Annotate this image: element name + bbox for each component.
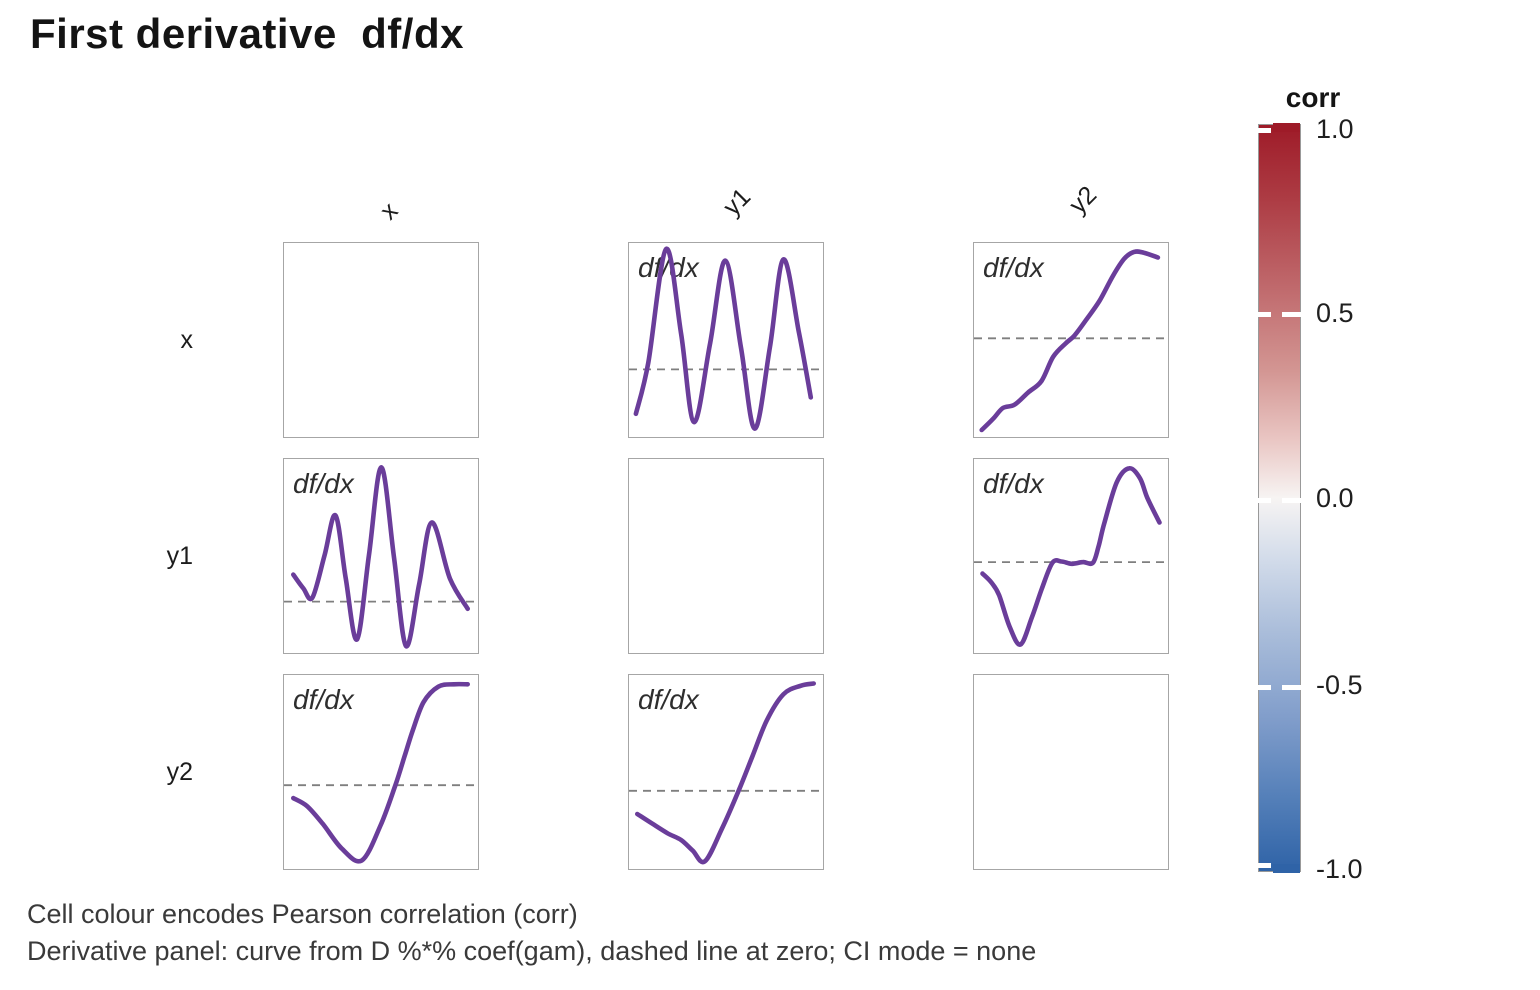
panel-y2-x: df/dx xyxy=(283,674,479,870)
colorbar-tick-label-0.0: 0.0 xyxy=(1316,483,1354,513)
colorbar-tick-dash-left xyxy=(1258,128,1271,133)
colorbar-tick-dash-left xyxy=(1258,685,1271,690)
caption: Cell colour encodes Pearson correlation … xyxy=(27,896,1036,970)
panel-label-dfdx: df/dx xyxy=(293,468,355,499)
colorbar-tick-dash-right xyxy=(1282,498,1302,503)
panel-label-dfdx: df/dx xyxy=(638,684,700,715)
colorbar-gradient xyxy=(1258,123,1302,873)
colorbar-tick-label-0.5: 0.5 xyxy=(1316,298,1354,328)
derivative-plot-y1-y2: df/dx xyxy=(974,465,1167,647)
derivative-curve xyxy=(980,465,1162,647)
panel-y1-y2: df/dx xyxy=(973,458,1169,654)
derivative-curve xyxy=(633,246,814,432)
colorbar-tick-label--0.5: -0.5 xyxy=(1316,670,1363,700)
derivative-curve xyxy=(635,681,816,865)
caption-line-1: Cell colour encodes Pearson correlation … xyxy=(27,899,578,929)
derivative-curve xyxy=(291,681,470,864)
panel-x-y2: df/dx xyxy=(973,242,1169,438)
panel-label-dfdx: df/dx xyxy=(983,252,1045,283)
panel-y2-y1: df/dx xyxy=(628,674,824,870)
colorbar-top-cap xyxy=(1273,123,1300,132)
derivative-plot-x-y2: df/dx xyxy=(974,249,1167,433)
derivative-plot-x-y1: df/dx xyxy=(629,246,822,432)
colorbar-tick-dash-left xyxy=(1258,498,1271,503)
colorbar-bottom-cap xyxy=(1273,864,1300,873)
colorbar-tick-dash-left xyxy=(1258,312,1271,317)
colorbar-tick-label-1.0: 1.0 xyxy=(1316,114,1354,144)
row-label-y2: y2 xyxy=(166,758,193,786)
derivative-curve xyxy=(291,464,470,649)
colorbar-tick-dash-right xyxy=(1282,685,1302,690)
figure-title: First derivative df/dx xyxy=(30,10,464,57)
derivative-curve xyxy=(979,249,1161,433)
panel-label-dfdx: df/dx xyxy=(293,684,355,715)
caption-line-2: Derivative panel: curve from D %*% coef(… xyxy=(27,936,1037,966)
panel-y1-y1-empty xyxy=(628,458,824,654)
derivative-plot-y1-x: df/dx xyxy=(284,464,477,649)
panel-y2-y2-empty xyxy=(973,674,1169,870)
colorbar-tick-label--1.0: -1.0 xyxy=(1316,854,1363,884)
colorbar-tick-dash-left xyxy=(1258,863,1271,868)
column-label-y2: y2 xyxy=(1063,180,1103,220)
row-label-y1: y1 xyxy=(166,542,193,570)
colorbar-tick-dash-right xyxy=(1282,312,1302,317)
panel-y1-x: df/dx xyxy=(283,458,479,654)
panel-x-x-empty xyxy=(283,242,479,438)
colorbar-title: corr xyxy=(1285,82,1341,113)
row-label-x: x xyxy=(180,326,194,354)
column-label-y1: y1 xyxy=(717,182,757,222)
derivative-plot-y2-y1: df/dx xyxy=(629,681,822,865)
derivative-plot-y2-x: df/dx xyxy=(284,681,477,864)
panel-label-dfdx: df/dx xyxy=(983,468,1045,499)
panel-x-y1: df/dx xyxy=(628,242,824,438)
